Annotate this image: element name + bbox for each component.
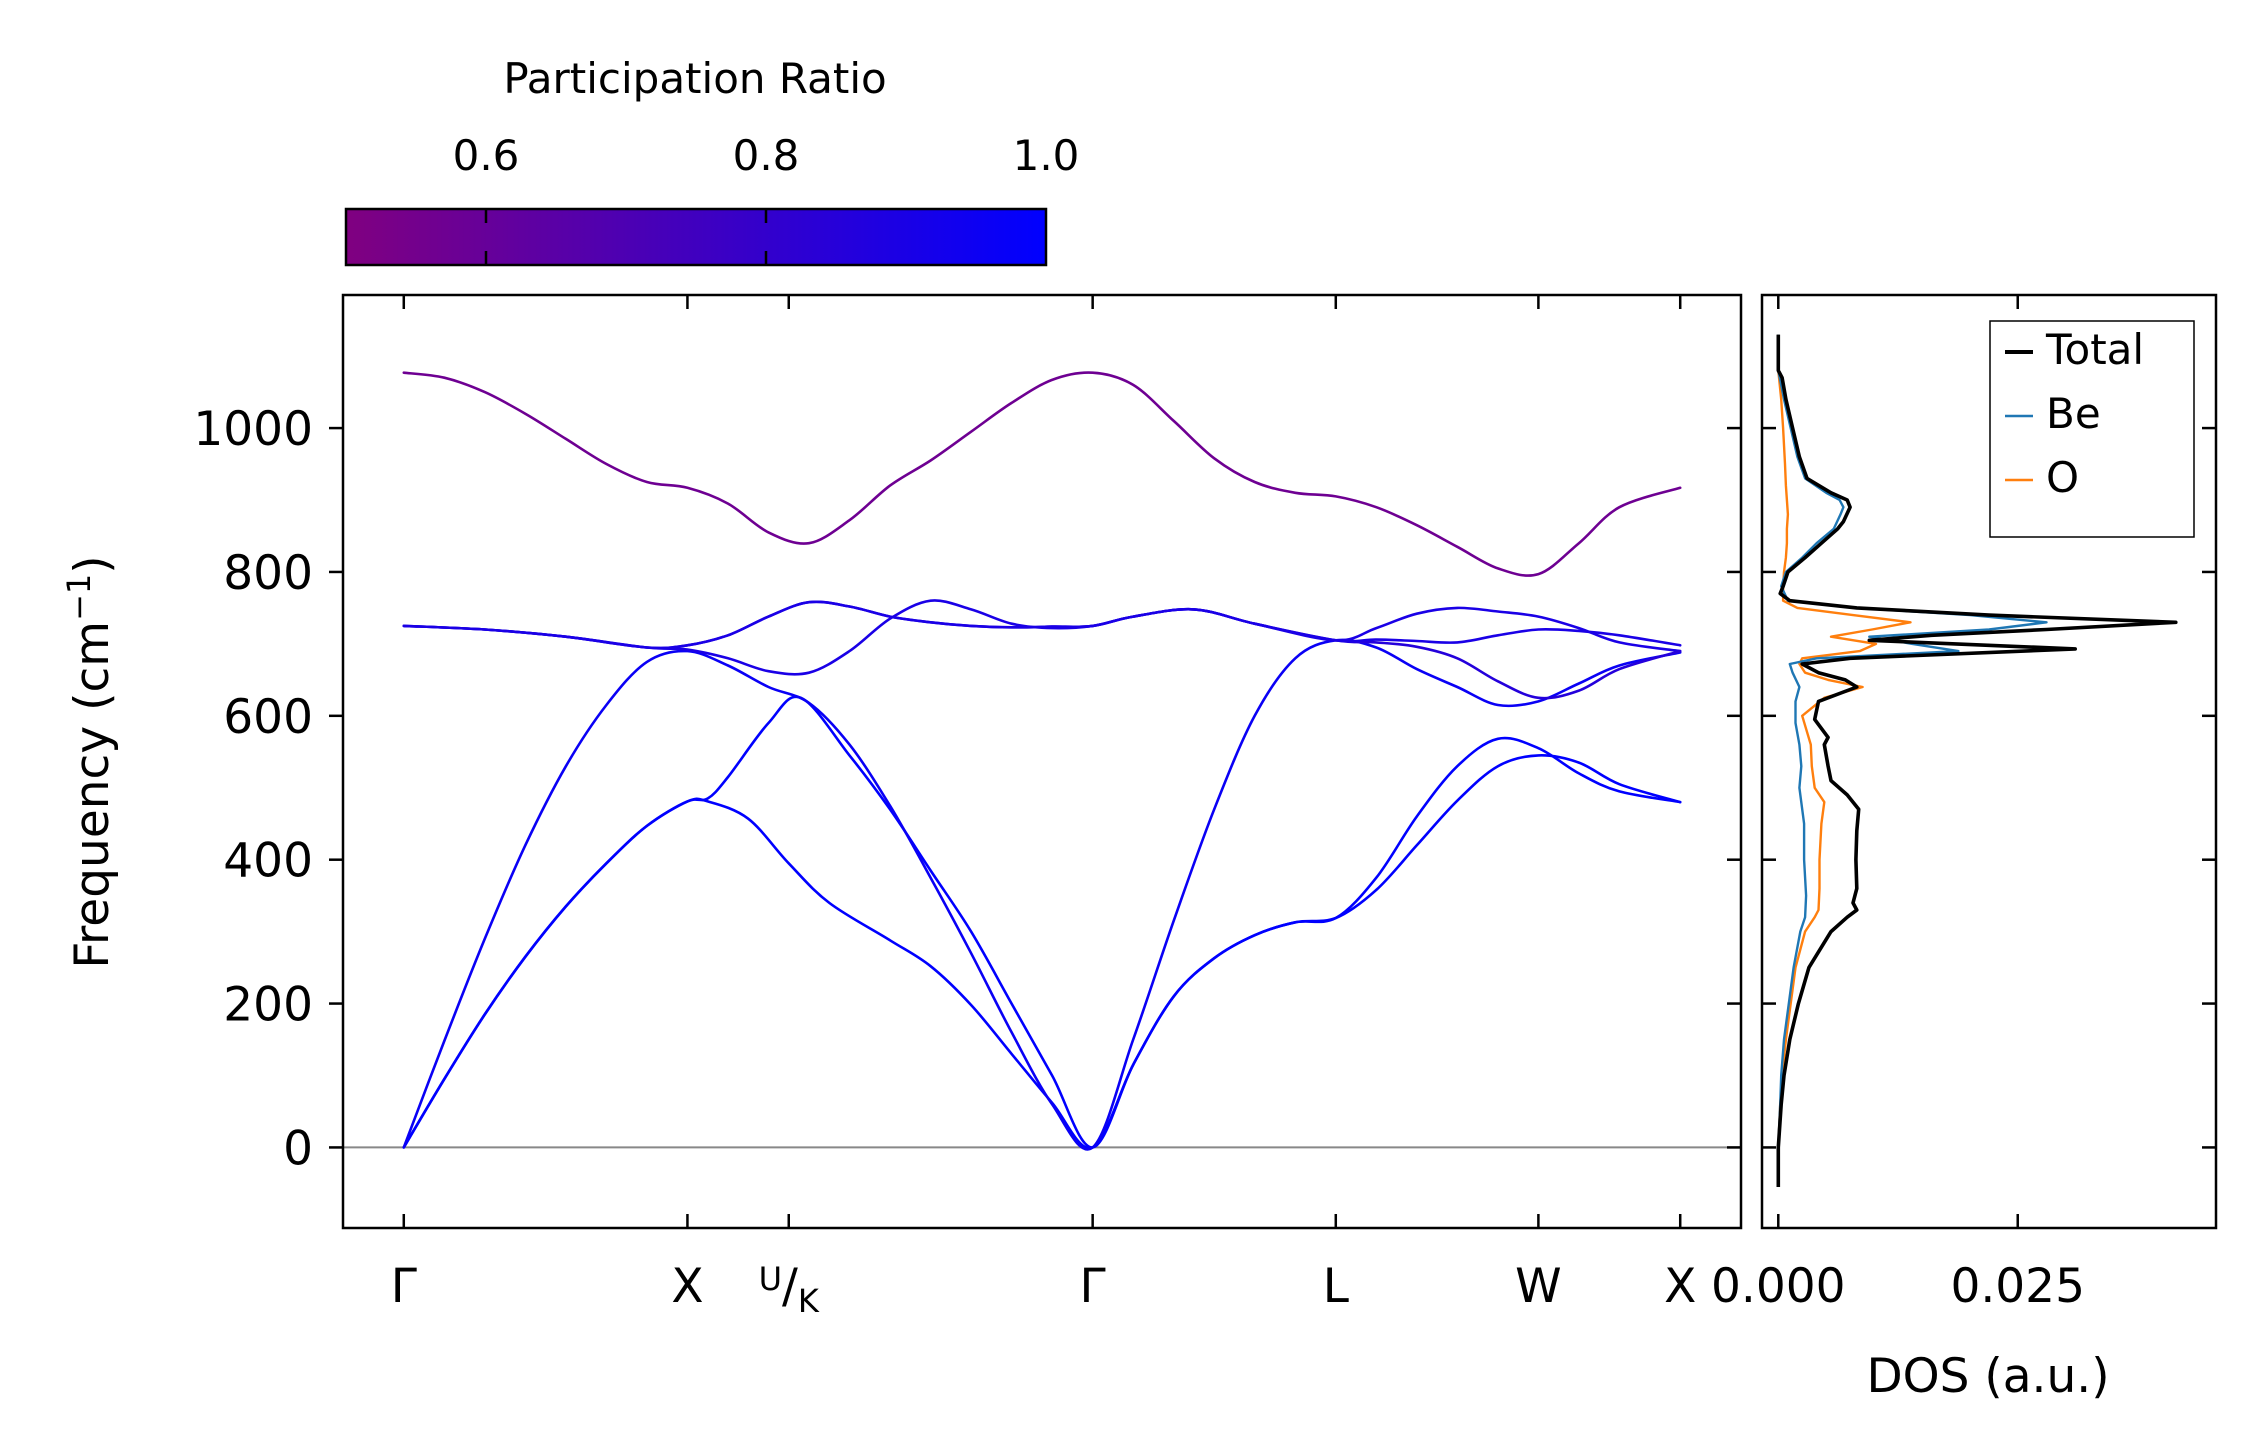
band-acoustic-3 bbox=[402, 638, 1682, 1151]
band-structure-panel: 0 200 400 600 800 1000 Γ X U/K Γ L W X Frequency (c… bbox=[60, 293, 1743, 1320]
frequency-tick-label: 200 bbox=[223, 978, 313, 1033]
colorbar-ticks: 0.6 0.8 1.0 bbox=[453, 131, 1080, 265]
colorbar-tick-label: 0.6 bbox=[453, 131, 520, 180]
kpoint-tick-label: Γ bbox=[1080, 1259, 1106, 1314]
dos-tick-label: 0.000 bbox=[1711, 1259, 1846, 1314]
kpoint-label-slash: / bbox=[782, 1259, 798, 1314]
kpoint-tick-label: X bbox=[671, 1259, 703, 1314]
kpoint-tick-label: X bbox=[1664, 1259, 1696, 1314]
colorbar-tick-label: 0.8 bbox=[733, 131, 800, 180]
legend-frame bbox=[1989, 320, 2195, 538]
band-optical-3 bbox=[402, 600, 1682, 650]
frequency-axis-label-exponent: −1 bbox=[60, 574, 98, 621]
dos-tick-label: 0.025 bbox=[1950, 1259, 2085, 1314]
dos-legend: Total Be O bbox=[1989, 320, 2195, 538]
colorbar-tick-label: 1.0 bbox=[1013, 131, 1080, 180]
frequency-axis-label-close: ) bbox=[65, 555, 120, 573]
kpoint-tick-label: Γ bbox=[391, 1259, 417, 1314]
colorbar: Participation Ratio 0.6 0.8 1.0 bbox=[344, 54, 1080, 267]
dos-curve-o bbox=[1777, 334, 1912, 1187]
kpoint-tick-label: U/K bbox=[759, 1259, 820, 1320]
legend-entries: Total Be O bbox=[2005, 325, 2144, 502]
band-acoustic-2 bbox=[402, 695, 1682, 1149]
kpath-axis-ticks: Γ X U/K Γ L W X bbox=[391, 295, 1696, 1320]
dos-axis-label: DOS (a.u.) bbox=[1866, 1349, 2109, 1404]
colorbar-gradient bbox=[344, 207, 1048, 267]
kpoint-tick-label: W bbox=[1515, 1259, 1561, 1314]
frequency-axis-label-main: Frequency (cm bbox=[65, 621, 120, 969]
band-axes-frame bbox=[341, 293, 1743, 1230]
frequency-axis-ticks: 0 200 400 600 800 1000 bbox=[193, 402, 1741, 1176]
frequency-tick-label: 600 bbox=[223, 690, 313, 745]
dos-frequency-ticks bbox=[1762, 426, 2216, 1149]
colorbar-title: Participation Ratio bbox=[503, 54, 886, 103]
legend-label-total: Total bbox=[2045, 325, 2144, 374]
dos-axis-ticks: 0.000 0.025 bbox=[1711, 295, 2085, 1314]
legend-label-o: O bbox=[2046, 453, 2079, 502]
frequency-tick-label: 800 bbox=[223, 546, 313, 601]
phonon-bands bbox=[402, 371, 1682, 1151]
dos-curve-be bbox=[1777, 334, 2048, 1187]
kpoint-tick-label: L bbox=[1323, 1259, 1349, 1314]
frequency-tick-label: 400 bbox=[223, 834, 313, 889]
dos-axes-frame bbox=[1760, 293, 2218, 1230]
band-optical-2 bbox=[402, 600, 1682, 700]
frequency-tick-label: 1000 bbox=[193, 402, 313, 457]
dos-curves bbox=[1776, 334, 2178, 1187]
kpoint-label-denominator: K bbox=[798, 1282, 820, 1320]
band-optical-4 bbox=[402, 371, 1682, 577]
dos-panel: 0.000 0.025 DOS (a.u.) Total Be O bbox=[1711, 293, 2218, 1404]
frequency-axis-label: Frequency (cm−1) bbox=[60, 555, 120, 968]
kpoint-label-numerator: U bbox=[759, 1260, 782, 1298]
legend-label-be: Be bbox=[2046, 389, 2101, 438]
frequency-tick-label: 0 bbox=[283, 1121, 313, 1176]
dos-curve-total bbox=[1776, 334, 2178, 1187]
